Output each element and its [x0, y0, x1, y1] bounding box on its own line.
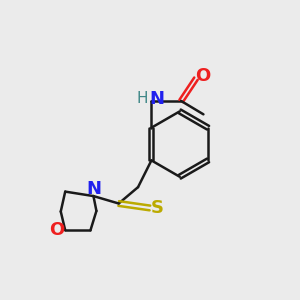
- Text: N: N: [86, 180, 101, 198]
- Text: S: S: [151, 199, 164, 217]
- Text: O: O: [49, 221, 64, 239]
- Text: O: O: [195, 67, 210, 85]
- Text: H: H: [137, 91, 148, 106]
- Text: N: N: [149, 91, 164, 109]
